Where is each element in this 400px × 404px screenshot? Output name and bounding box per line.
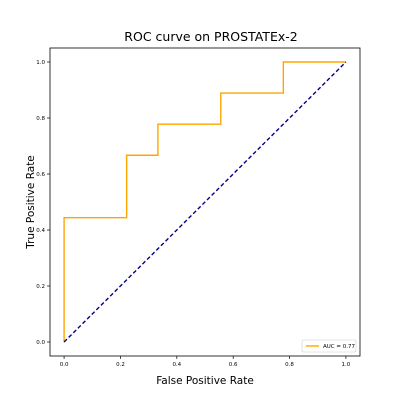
y-tick-label: 1.0 bbox=[36, 60, 45, 66]
y-tick-label: 0.4 bbox=[36, 228, 45, 234]
y-tick-label: 0.0 bbox=[36, 340, 45, 346]
chance-line bbox=[63, 61, 347, 343]
plot-frame bbox=[49, 47, 361, 357]
x-tick-label: 0.2 bbox=[116, 362, 125, 368]
x-axis-title: False Positive Rate bbox=[156, 375, 254, 387]
x-tick-label: 0.8 bbox=[285, 362, 294, 368]
roc-curve-line bbox=[63, 61, 346, 342]
x-tick-label: 0.6 bbox=[229, 362, 238, 368]
y-axis-title: True Positive Rate bbox=[25, 155, 37, 250]
y-tick-label: 0.8 bbox=[36, 116, 45, 122]
x-tick-label: 0.4 bbox=[172, 362, 181, 368]
plot-area bbox=[63, 61, 347, 343]
chart-title: ROC curve on PROSTATEx-2 bbox=[124, 29, 297, 44]
legend-box bbox=[301, 339, 357, 353]
legend: AUC = 0.77 bbox=[301, 339, 357, 353]
y-axis: 0.0 0.2 0.4 0.6 0.8 1.0 bbox=[36, 60, 50, 346]
x-tick-label: 1.0 bbox=[342, 362, 351, 368]
x-tick-label: 0.0 bbox=[60, 362, 69, 368]
x-axis: 0.0 0.2 0.4 0.6 0.8 1.0 bbox=[60, 356, 351, 368]
y-tick-label: 0.6 bbox=[36, 172, 45, 178]
legend-label: AUC = 0.77 bbox=[323, 344, 355, 350]
y-tick-label: 0.2 bbox=[36, 284, 45, 290]
